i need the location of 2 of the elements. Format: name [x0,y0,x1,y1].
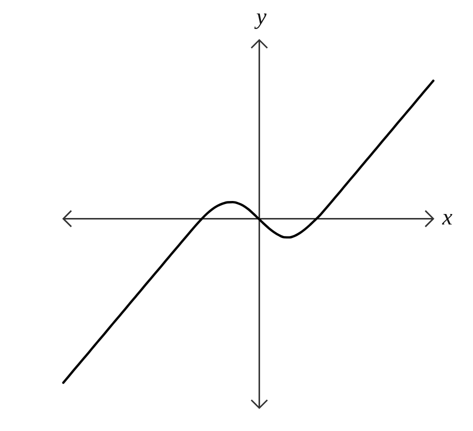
x-axis-title: x [441,204,454,230]
y-axis-title: y [254,4,268,29]
